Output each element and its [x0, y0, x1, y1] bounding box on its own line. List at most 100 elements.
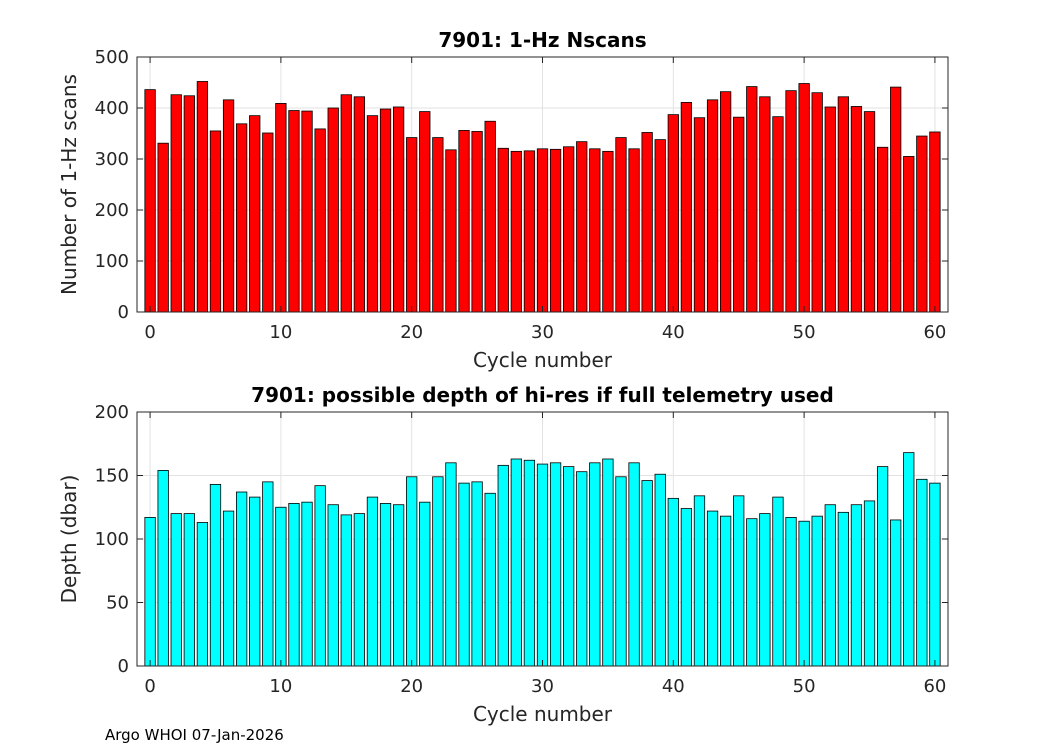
chart1-bar [157, 142, 169, 313]
chart2-xlabel: Cycle number [473, 702, 613, 726]
chart2-bar [236, 491, 248, 667]
chart2-bar [432, 476, 444, 667]
chart1-ylabel: Number of 1-Hz scans [57, 74, 81, 295]
chart2-bar [144, 517, 156, 667]
chart2-bar [471, 481, 483, 667]
chart1-bar [785, 90, 797, 313]
chart2-bar [929, 482, 941, 667]
chart2-title: 7901: possible depth of hi-res if full t… [251, 383, 834, 407]
chart1-bar [275, 103, 287, 313]
chart2-bar [837, 511, 849, 667]
chart2-bar [549, 462, 562, 667]
chart1-ytick-label: 200 [95, 200, 129, 221]
chart1-bar [353, 96, 366, 313]
chart2-xtick-label: 50 [793, 676, 816, 697]
chart2-ytick-label: 100 [95, 529, 129, 550]
chart2-bar [615, 476, 627, 667]
chart2-xtick-label: 20 [400, 676, 423, 697]
chart2-bar [262, 481, 274, 667]
chart2-bar [576, 471, 588, 667]
chart2-bar [419, 501, 431, 667]
chart1-bar [406, 137, 418, 313]
chart1-bar [680, 101, 693, 313]
chart2-ylabel: Depth (dbar) [57, 475, 81, 604]
chart2-bar [157, 470, 169, 667]
chart2-bar [301, 501, 313, 667]
chart1-xtick-label: 0 [144, 322, 155, 343]
chart1-bar [602, 150, 614, 313]
chart2-bar [366, 496, 379, 667]
chart2-bar [563, 466, 575, 667]
chart1-xtick-label: 10 [269, 322, 292, 343]
chart2-bar [497, 464, 509, 667]
chart1-bar [196, 81, 209, 313]
chart1-bar [301, 110, 313, 313]
chart1-ytick-label: 500 [95, 47, 129, 68]
chart1-bar [510, 150, 522, 313]
chart2-bar [353, 513, 366, 667]
chart1-bar [693, 117, 706, 313]
chart1-bar [209, 130, 222, 313]
chart2-bar [641, 480, 653, 667]
chart1-bar [549, 148, 562, 313]
chart2-bar [759, 513, 771, 667]
chart1-bar [471, 131, 483, 313]
chart1-bar [890, 86, 902, 313]
chart2-bar [589, 462, 601, 667]
chart2-bar [667, 497, 679, 667]
chart2-xtick-label: 10 [269, 676, 292, 697]
chart1-bar [327, 107, 339, 313]
chart1-bar [262, 132, 274, 313]
chart2-bar [183, 513, 195, 667]
chart1-xtick-label: 40 [662, 322, 685, 343]
chart2-bar [876, 466, 889, 667]
chart2-bar [327, 504, 339, 667]
chart2-bar [654, 473, 666, 667]
chart1-bar [733, 116, 745, 313]
chart2-bar [288, 503, 300, 667]
chart1-bar [314, 128, 326, 313]
chart2-bar [746, 518, 758, 667]
chart1-bar [929, 131, 941, 313]
chart2-bar [523, 459, 536, 667]
chart1-bar [144, 89, 156, 313]
chart1-bar [497, 147, 509, 313]
chart1-bar [706, 99, 719, 313]
chart2-bar [863, 500, 876, 667]
chart2-ytick-label: 0 [118, 656, 129, 677]
chart1-bar [772, 116, 784, 313]
chart2-bar [170, 513, 182, 667]
chart2-bar [903, 452, 915, 667]
chart2-bar [693, 495, 706, 667]
chart1-bar [746, 86, 758, 313]
chart2-bar [536, 463, 549, 667]
chart2-bar [340, 514, 352, 667]
chart1-bar [641, 132, 653, 313]
chart2-bar [680, 508, 693, 667]
chart1-bar [916, 135, 928, 313]
chart2-bar [772, 496, 784, 667]
chart1-bar [523, 150, 536, 313]
chart1-xtick-label: 60 [923, 322, 946, 343]
chart2-xtick-label: 40 [662, 676, 685, 697]
chart1-bar [798, 83, 810, 313]
chart2-bar [916, 478, 928, 667]
chart1-bar [719, 91, 732, 313]
chart2-bar [785, 517, 797, 667]
chart1-bar [419, 111, 431, 313]
chart2-bar [811, 515, 823, 667]
chart1-bar [236, 123, 248, 313]
chart1-ytick-label: 100 [95, 251, 129, 272]
chart2-xtick-label: 0 [144, 676, 155, 697]
chart2-bar [392, 504, 405, 667]
chart1-bar [392, 106, 405, 313]
chart2-xtick-label: 60 [923, 676, 946, 697]
chart1-title: 7901: 1-Hz Nscans [438, 28, 646, 52]
chart1-bar [903, 156, 915, 313]
chart2-bar [406, 476, 418, 667]
chart2-ytick-label: 150 [95, 466, 129, 487]
chart1-xtick-label: 50 [793, 322, 816, 343]
chart1-ytick-label: 0 [118, 302, 129, 323]
chart2-bar [222, 510, 235, 667]
